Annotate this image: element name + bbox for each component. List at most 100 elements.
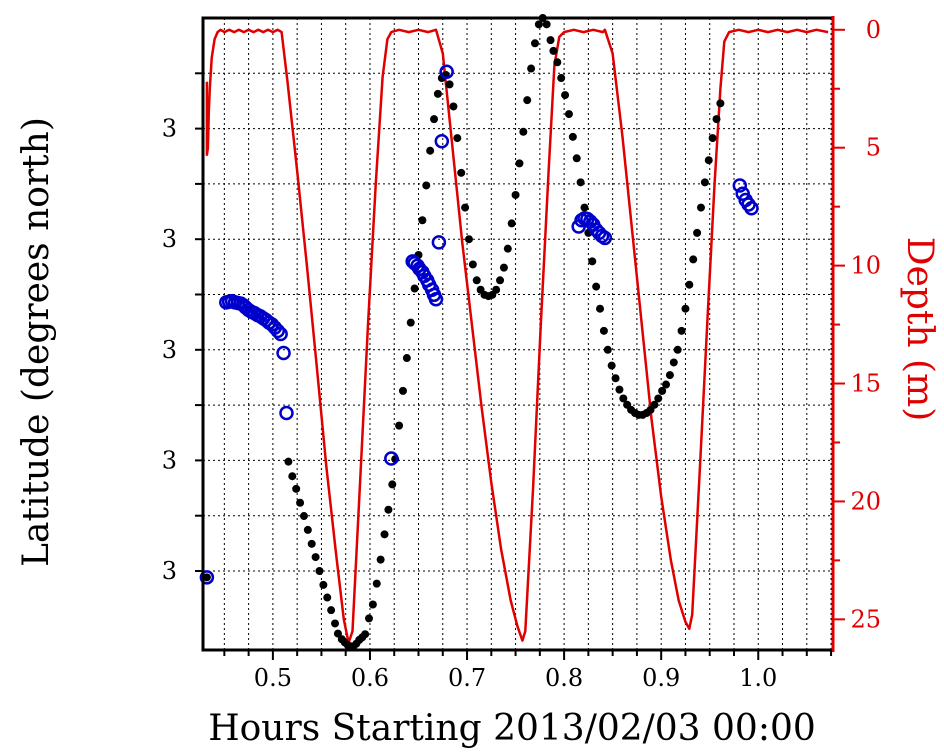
latitude-point	[549, 46, 558, 55]
latitude-point	[472, 276, 481, 285]
latitude-point	[410, 284, 419, 293]
latitude-point	[564, 110, 573, 119]
latitude-point	[406, 318, 415, 327]
x-tick-label: 0.7	[448, 664, 486, 692]
open-circle-point	[431, 235, 447, 250]
open-circle-point	[276, 345, 291, 361]
latitude-point	[496, 276, 505, 285]
open-circle-point	[439, 64, 454, 79]
latitude-point	[662, 380, 671, 389]
y-tick-label-right: 5	[866, 134, 881, 162]
y-tick-label-right: 20	[850, 487, 881, 515]
latitude-point	[372, 579, 381, 588]
latitude-point	[527, 64, 536, 73]
latitude-point	[311, 553, 320, 562]
latitude-point	[433, 89, 442, 98]
x-tick-label: 0.9	[642, 664, 680, 692]
latitude-point	[307, 539, 316, 548]
open-circle-point	[732, 178, 748, 193]
open-circle-point	[744, 200, 759, 216]
latitude-point	[588, 257, 597, 266]
latitude-point	[445, 80, 454, 89]
latitude-point	[619, 394, 628, 403]
latitude-point	[580, 203, 589, 212]
latitude-point	[572, 154, 581, 163]
latitude-point	[596, 304, 605, 313]
latitude-point	[380, 530, 389, 539]
latitude-point	[515, 159, 524, 168]
latitude-point	[669, 358, 678, 367]
open-circle-point	[597, 230, 613, 246]
latitude-point	[665, 371, 674, 380]
latitude-point	[331, 619, 340, 628]
right-axis-title: Depth (m)	[899, 237, 940, 422]
latitude-point	[511, 190, 520, 199]
latitude-point	[553, 58, 562, 67]
latitude-point	[561, 91, 570, 100]
x-tick-label: 0.6	[351, 664, 389, 692]
latitude-point	[576, 178, 585, 187]
open-circle-point	[199, 570, 215, 585]
latitude-point	[557, 74, 566, 83]
latitude-point	[333, 629, 342, 638]
latitude-point	[708, 134, 717, 143]
latitude-point	[418, 216, 427, 225]
latitude-point	[319, 580, 328, 589]
latitude-point	[384, 505, 393, 514]
latitude-point	[288, 472, 297, 481]
latitude-point	[361, 630, 370, 639]
grid-layer	[203, 18, 833, 650]
latitude-point	[592, 282, 601, 291]
latitude-point	[468, 260, 477, 269]
y-tick-label-left: 3	[162, 446, 177, 474]
left-axis-title: Latitude (degrees north)	[16, 117, 57, 567]
x-tick-label: 0.8	[545, 664, 583, 692]
latitude-point	[296, 498, 305, 507]
y-tick-label-left: 3	[162, 557, 177, 585]
latitude-point	[449, 102, 458, 111]
latitude-point	[284, 457, 293, 466]
latitude-point	[303, 525, 312, 534]
latitude-point	[654, 394, 663, 403]
latitude-point	[530, 39, 539, 48]
latitude-point	[430, 115, 439, 124]
y-tick-label-left: 3	[162, 115, 177, 143]
latitude-point	[700, 178, 709, 187]
latitude-point	[534, 20, 543, 29]
x-axis-title: Hours Starting 2013/02/03 00:00	[208, 708, 816, 749]
latitude-point	[685, 280, 694, 289]
latitude-points-layer	[202, 14, 725, 651]
latitude-point	[603, 345, 612, 354]
latitude-point	[681, 304, 690, 313]
latitude-point	[368, 600, 377, 609]
y-tick-label-right: 25	[850, 605, 881, 633]
latitude-point	[689, 255, 698, 264]
latitude-point	[503, 244, 512, 253]
latitude-point	[398, 386, 407, 395]
open-circle-point	[428, 291, 444, 307]
latitude-point	[607, 361, 616, 370]
latitude-point	[712, 115, 721, 124]
latitude-point	[507, 219, 516, 228]
latitude-point	[461, 203, 470, 212]
latitude-point	[499, 263, 508, 272]
latitude-point	[615, 385, 624, 394]
y-tick-label-right: 0	[866, 16, 881, 44]
x-tick-label: 0.5	[254, 664, 292, 692]
latitude-point	[658, 386, 667, 395]
open-circle-point	[273, 326, 288, 342]
latitude-point	[523, 96, 532, 105]
latitude-point	[546, 36, 555, 45]
depth-line	[205, 28, 829, 645]
latitude-point	[292, 484, 301, 493]
open-circle-point	[279, 405, 294, 421]
latitude-point	[299, 512, 308, 521]
latitude-point	[426, 146, 435, 155]
latitude-point	[422, 181, 431, 190]
latitude-point	[327, 606, 336, 615]
latitude-point	[376, 555, 385, 564]
latitude-point	[704, 156, 713, 165]
y-tick-label-right: 15	[850, 370, 881, 398]
